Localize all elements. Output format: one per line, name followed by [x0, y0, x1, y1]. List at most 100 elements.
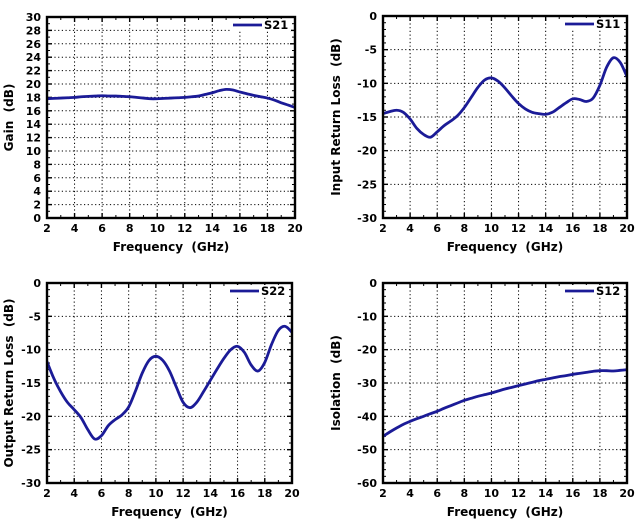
svg-text:-10: -10 — [357, 77, 377, 90]
svg-text:18: 18 — [257, 487, 272, 500]
svg-text:-10: -10 — [21, 344, 41, 357]
svg-text:0: 0 — [369, 277, 377, 290]
svg-text:-25: -25 — [357, 178, 377, 191]
svg-text:16: 16 — [565, 487, 581, 500]
svg-text:10: 10 — [484, 487, 500, 500]
svg-text:20: 20 — [619, 487, 635, 500]
svg-text:4: 4 — [406, 222, 414, 235]
grid — [47, 283, 292, 483]
y-axis-title: Input Return Loss (dB) — [329, 38, 343, 196]
grid — [383, 283, 627, 483]
grid — [47, 17, 295, 218]
svg-text:-60: -60 — [357, 477, 377, 490]
svg-text:4: 4 — [71, 222, 79, 235]
x-axis-title: Frequency (GHz) — [447, 505, 563, 519]
series-line-s11 — [383, 56, 627, 139]
x-axis-title: Frequency (GHz) — [111, 505, 227, 519]
svg-text:12: 12 — [177, 222, 192, 235]
legend-label: S11 — [596, 17, 620, 31]
svg-text:12: 12 — [26, 132, 41, 145]
svg-text:16: 16 — [232, 222, 248, 235]
svg-text:6: 6 — [433, 222, 441, 235]
plot-frame — [45, 15, 297, 220]
series-line-s21 — [47, 87, 295, 109]
svg-text:-5: -5 — [365, 44, 377, 57]
tick-labels: 2 4 6 8 10 12 14 16 18 20024681012141618202224262… — [26, 11, 303, 235]
svg-text:10: 10 — [150, 222, 166, 235]
legend: S22 — [228, 284, 288, 298]
svg-text:-5: -5 — [29, 310, 41, 323]
svg-text:4: 4 — [33, 185, 41, 198]
svg-text:20: 20 — [287, 222, 303, 235]
svg-text:8: 8 — [461, 222, 469, 235]
svg-text:12: 12 — [511, 222, 526, 235]
svg-text:-50: -50 — [357, 444, 377, 457]
svg-text:16: 16 — [26, 105, 42, 118]
svg-text:22: 22 — [26, 65, 41, 78]
svg-text:14: 14 — [538, 487, 554, 500]
legend: S12 — [563, 284, 623, 298]
chart-gain-s21: S21 2 4 6 8 10 12 14 16 18 20 0 2 4 6 8 10 12 14 16 18 20 22 24… — [0, 0, 320, 260]
svg-text:8: 8 — [125, 487, 133, 500]
svg-text:0: 0 — [369, 10, 377, 23]
svg-text:14: 14 — [203, 487, 219, 500]
svg-text:8: 8 — [461, 487, 469, 500]
svg-text:2: 2 — [33, 199, 41, 212]
svg-text:6: 6 — [33, 172, 41, 185]
series-line-s22 — [47, 324, 292, 441]
svg-text:8: 8 — [33, 158, 41, 171]
svg-text:12: 12 — [511, 487, 526, 500]
svg-text:6: 6 — [98, 487, 106, 500]
svg-text:10: 10 — [148, 487, 164, 500]
output-return-loss-s22-svg: S22 2 4 6 8 10 12 14 16 18 20 0 -5 -10 -15 -20 -25 -30 Fre… — [2, 277, 300, 519]
svg-text:10: 10 — [484, 222, 500, 235]
svg-text:6: 6 — [98, 222, 106, 235]
svg-text:20: 20 — [26, 78, 42, 91]
svg-text:14: 14 — [538, 222, 554, 235]
svg-text:16: 16 — [230, 487, 246, 500]
tick-labels: 2 4 6 8 10 12 14 16 18 20 0 -10 -20 -30 -40 -50 -60 — [357, 277, 635, 500]
svg-text:-20: -20 — [357, 344, 377, 357]
axis-ticks — [46, 16, 296, 219]
y-axis-title: Output Return Loss (dB) — [2, 298, 16, 467]
svg-text:12: 12 — [175, 487, 190, 500]
svg-text:28: 28 — [26, 24, 41, 37]
input-return-loss-s11-svg: S11 2 4 6 8 10 12 14 16 18 20 0 -5 -10 -15 -20 -25 -30 Fre… — [329, 10, 635, 254]
chart-isolation-s12: S12 2 4 6 8 10 12 14 16 18 20 0 -10 -20 -30 -40 -50 -60 Fr… — [320, 260, 641, 521]
svg-text:24: 24 — [26, 51, 42, 64]
svg-text:14: 14 — [26, 118, 42, 131]
svg-text:-25: -25 — [21, 444, 41, 457]
svg-text:18: 18 — [26, 91, 41, 104]
svg-text:-15: -15 — [357, 111, 377, 124]
svg-text:26: 26 — [26, 38, 42, 51]
isolation-s12-svg: S12 2 4 6 8 10 12 14 16 18 20 0 -10 -20 -30 -40 -50 -60 Fr… — [329, 277, 635, 519]
svg-text:0: 0 — [33, 212, 41, 225]
svg-text:30: 30 — [26, 11, 42, 24]
legend-label: S21 — [264, 18, 288, 32]
series-line-s12 — [383, 368, 627, 438]
svg-text:-10: -10 — [357, 310, 377, 323]
svg-text:-20: -20 — [21, 410, 41, 423]
legend: S21 — [231, 18, 291, 32]
x-axis-title: Frequency (GHz) — [447, 240, 563, 254]
plot-frame — [381, 281, 629, 485]
legend-label: S22 — [261, 284, 285, 298]
legend-label: S12 — [596, 284, 620, 298]
chart-input-return-loss-s11: S11 2 4 6 8 10 12 14 16 18 20 0 -5 -10 -15 -20 -25 -30 Fre… — [320, 0, 641, 260]
svg-text:18: 18 — [260, 222, 275, 235]
svg-text:14: 14 — [205, 222, 221, 235]
y-axis-title: Isolation (dB) — [329, 335, 343, 431]
grid — [383, 16, 627, 218]
svg-text:-30: -30 — [357, 212, 377, 225]
svg-text:-20: -20 — [357, 145, 377, 158]
svg-text:2: 2 — [43, 487, 51, 500]
svg-text:2: 2 — [379, 222, 387, 235]
chart-output-return-loss-s22: S22 2 4 6 8 10 12 14 16 18 20 0 -5 -10 -15 -20 -25 -30 Fre… — [0, 260, 320, 521]
x-axis-title: Frequency (GHz) — [113, 240, 229, 254]
svg-text:-40: -40 — [357, 410, 377, 423]
svg-text:2: 2 — [43, 222, 51, 235]
svg-text:4: 4 — [70, 487, 78, 500]
svg-text:10: 10 — [26, 145, 42, 158]
